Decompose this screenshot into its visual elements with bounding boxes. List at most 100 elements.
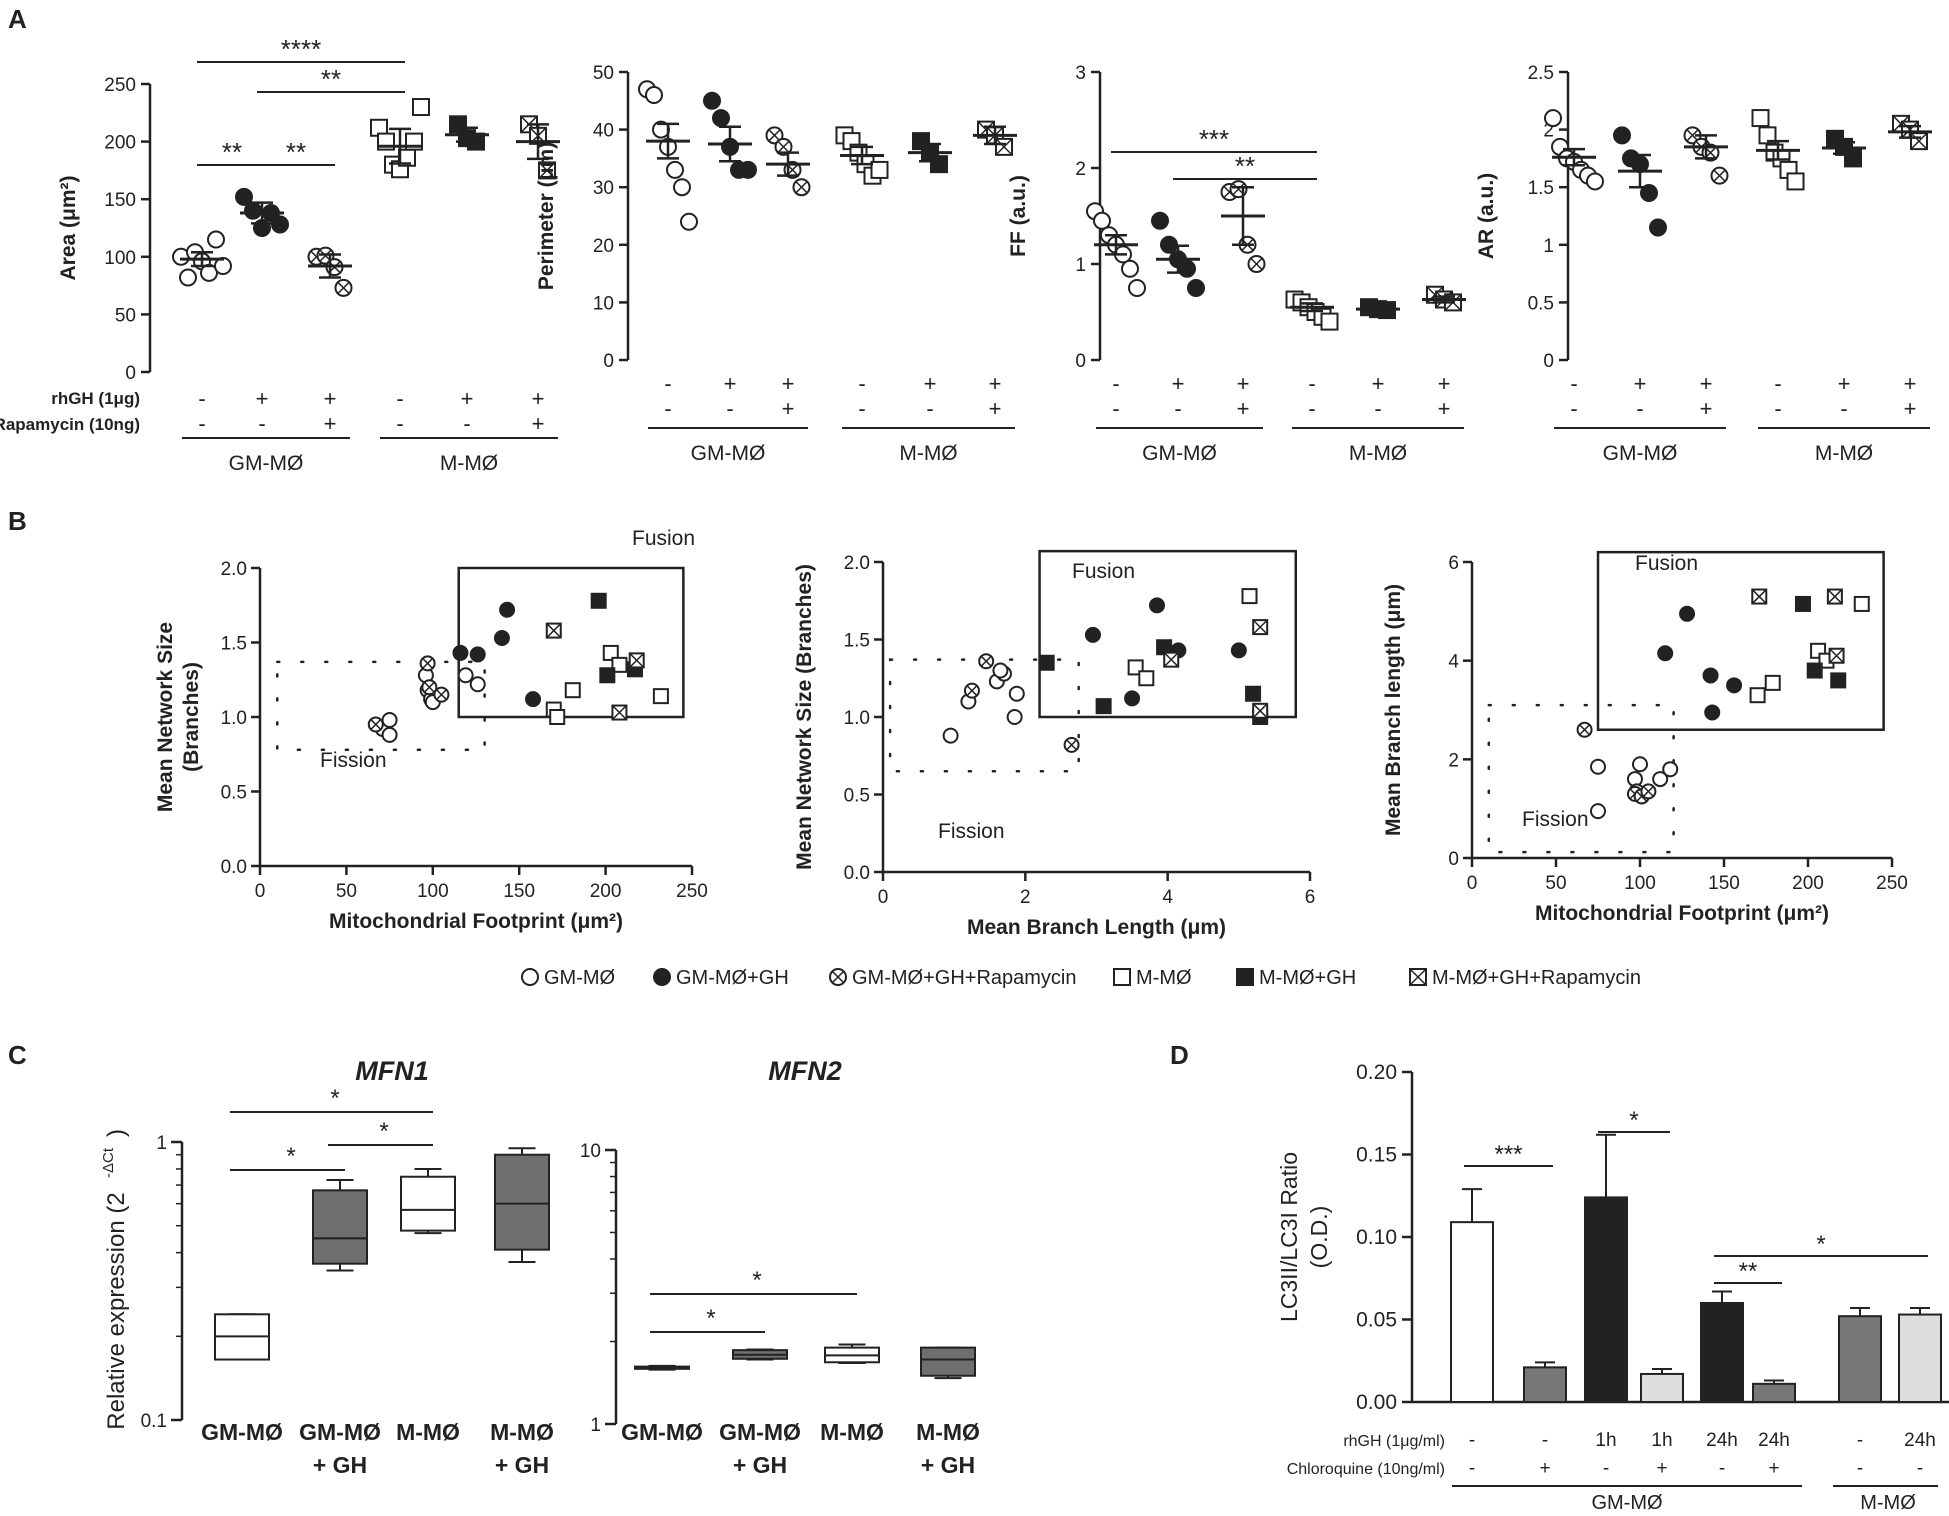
chart-b3-point-cross [1751,589,1767,605]
chart-b2-point-shape [1124,690,1141,707]
chart-a4-point [1710,166,1729,185]
chart-a2-rhgh-sign: + [724,371,737,396]
chart-a2-point-shape [673,178,691,197]
chart-a3-rhgh-sign: - [1112,371,1119,396]
chart-b3-point-cross [1829,648,1845,664]
chart-c1-box [494,1153,550,1251]
chart-a1-sig-mark: ** [222,137,242,167]
chart-b1-point [564,682,581,699]
chart-b1-y-label-line2: (Branches) [180,662,203,772]
chart-b1-point-shape [381,711,398,728]
chart-b3-x-tick-label: 150 [1708,873,1740,894]
chart-c1-x-tick-label: M-MØ [396,1419,460,1445]
legend-label: GM-MØ+GH+Rapamycin [852,967,1077,989]
chart-a2-point [739,160,757,179]
chart-a3-rapa-sign: - [1308,396,1315,421]
chart-a4-point-shape [1586,172,1604,191]
chart-b1-point-cross [629,652,645,668]
chart-b3-point-shape [1702,667,1719,684]
chart-a1-rhgh-sign: - [198,386,205,411]
chart-b2-point-cross [1252,703,1268,719]
chart-a1-sig-mark: ** [286,137,306,167]
chart-a2-y-tick-label: 30 [593,178,614,199]
chart-d-rhgh-value: 24h [1706,1430,1738,1451]
chart-b1-y-tick-label: 0.5 [221,783,247,804]
chart-b3-x-tick-label: 250 [1876,873,1908,894]
legend-label: M-MØ [1136,967,1192,989]
chart-d-bar [1523,1366,1567,1403]
chart-b1-point-shape [499,601,516,618]
chart-c2-sig-mark: * [706,1305,715,1332]
chart-b1-point [602,644,619,661]
chart-b3-y-tick-label: 2 [1448,750,1459,771]
chart-b2-point [1038,654,1055,671]
chart-b1-point [469,676,486,693]
chart-d-rhgh-value: 24h [1758,1430,1790,1451]
chart-c1-sig-mark: * [379,1118,388,1145]
chart-a2-y-tick-label: 50 [593,63,614,84]
chart-b2-point [1148,597,1165,614]
chart-b1-point [652,688,669,705]
chart-b2-point-shape [942,727,959,744]
chart-b1-point-shape [611,656,628,673]
panel-letter-c: C [8,1040,27,1070]
chart-a1-point [244,201,262,220]
chart-a3-sig-mark: ** [1235,151,1255,181]
chart-c1-y-tick-label: 1 [156,1133,167,1154]
chart-a1-y-tick-label: 100 [104,248,136,269]
chart-d-sig-mark: * [1629,1107,1638,1134]
chart-a4-rhgh-sign: - [1570,371,1577,396]
chart-d-y-tick-label: 0.20 [1356,1061,1397,1084]
chart-a2-rhgh-sign: + [989,371,1002,396]
chart-b3-point [1679,605,1696,622]
legend-marker [1236,968,1254,986]
chart-a3-point-shape [1128,279,1146,297]
chart-a1-group-label-m: M-MØ [440,452,498,475]
chart-b3-point [1590,758,1606,775]
chart-a2-rapa-sign: + [782,396,795,421]
chart-a4-point [1613,126,1631,145]
chart-a2-y-label: Perimeter (μm) [535,142,558,290]
chart-d-sig-mark: *** [1494,1141,1522,1168]
chart-a2-point [870,160,889,179]
chart-d-rhgh-value: 1h [1651,1430,1672,1451]
chart-a2-y-tick-label: 20 [593,236,614,257]
chart-a2-y-tick-label: 40 [593,121,614,142]
legend-marker-cross [1409,968,1427,986]
chart-a4-point-shape [1649,218,1667,237]
chart-a4-group-label-m: M-MØ [1815,442,1873,465]
chart-b2-x-tick-label: 0 [878,887,889,908]
chart-b1-point-cross [370,719,382,730]
chart-a4-point [1786,172,1805,191]
chart-a4-point [1683,126,1702,145]
chart-b3-point-shape [1749,687,1766,704]
chart-b2-x-tick-label: 4 [1162,887,1173,908]
chart-c1-x-tick-label: GM-MØ [201,1419,283,1445]
chart-a2-point [712,109,730,128]
chart-b2-fission-box [888,658,1080,773]
chart-b3-point-shape [1853,595,1870,612]
chart-b3-point [1826,588,1843,605]
chart-b1-point-shape [381,726,398,743]
chart-a2-point [680,212,698,231]
rapamycin-row-label: Rapamycin (10ng) [0,415,140,434]
chart-d-sig-mark: ** [1739,1258,1758,1285]
chart-d-bar [1584,1196,1628,1404]
chart-a4-point [1751,109,1770,128]
chart-c1-y-tick-label: 0.1 [141,1411,167,1432]
chart-b3-point [1749,687,1766,704]
chart-a4-point-cross [1686,129,1699,142]
chart-a3-point [1178,259,1196,278]
chart-a2-point [995,137,1013,156]
chart-d-chloroquine-value: + [1768,1458,1779,1479]
chart-a1-y-tick-label: 250 [104,75,136,96]
chart-a4-point-cross [1713,169,1726,182]
chart-d-group-label-m: M-MØ [1860,1492,1916,1514]
chart-b3-point-shape [1662,761,1679,778]
chart-b2-point [978,653,995,670]
chart-a2-point-shape [739,160,757,179]
chart-b2-point [992,662,1009,679]
chart-a1-point [334,278,353,297]
